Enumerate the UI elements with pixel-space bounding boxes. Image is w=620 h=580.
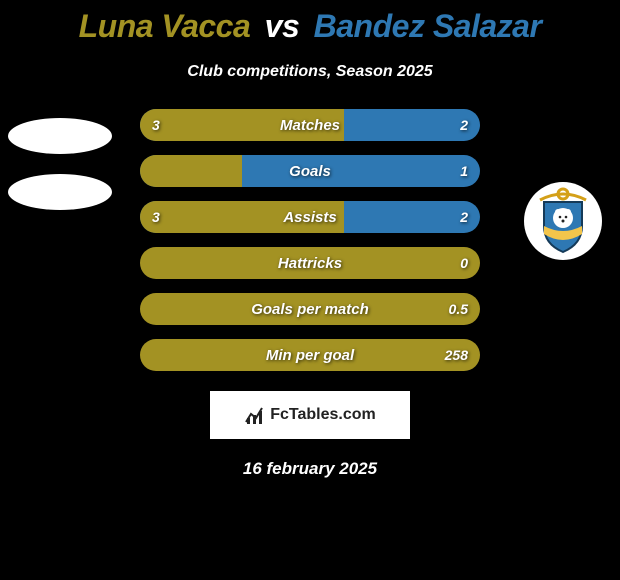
bar-value-right: 0.5 (449, 293, 468, 325)
bar-label: Min per goal (140, 339, 480, 371)
bar-label: Hattricks (140, 247, 480, 279)
stat-bar: Min per goal258 (140, 339, 480, 371)
bar-value-right: 1 (460, 155, 468, 187)
subtitle: Club competitions, Season 2025 (0, 63, 620, 81)
bar-value-left: 3 (152, 109, 160, 141)
chart-icon (244, 404, 266, 426)
bar-label: Assists (140, 201, 480, 233)
oval-placeholder (8, 174, 112, 210)
fctables-logo: FcTables.com (210, 391, 410, 439)
stat-bar: Goals1 (140, 155, 480, 187)
player1-name: Luna Vacca (79, 8, 251, 44)
stat-bar: Matches3 2 (140, 109, 480, 141)
bar-value-right: 2 (460, 109, 468, 141)
bar-label: Matches (140, 109, 480, 141)
page-title: Luna Vacca vs Bandez Salazar (0, 0, 620, 45)
bar-value-left: 3 (152, 201, 160, 233)
date-text: 16 february 2025 (0, 459, 620, 479)
stat-bar: Goals per match0.5 (140, 293, 480, 325)
player2-name: Bandez Salazar (314, 8, 542, 44)
bar-value-right: 258 (445, 339, 468, 371)
stat-bars: Matches32Goals1Assists32Hattricks0Goals … (140, 109, 480, 371)
stat-bar: Hattricks0 (140, 247, 480, 279)
left-ovals (8, 118, 112, 210)
vs-word: vs (265, 8, 300, 44)
bar-value-right: 2 (460, 201, 468, 233)
bar-label: Goals (140, 155, 480, 187)
bar-value-right: 0 (460, 247, 468, 279)
bar-label: Goals per match (140, 293, 480, 325)
club-badge (524, 182, 602, 260)
stat-bar: Assists3 2 (140, 201, 480, 233)
shield-anchor-icon (528, 186, 598, 256)
brand-text: FcTables.com (270, 406, 376, 424)
oval-placeholder (8, 118, 112, 154)
